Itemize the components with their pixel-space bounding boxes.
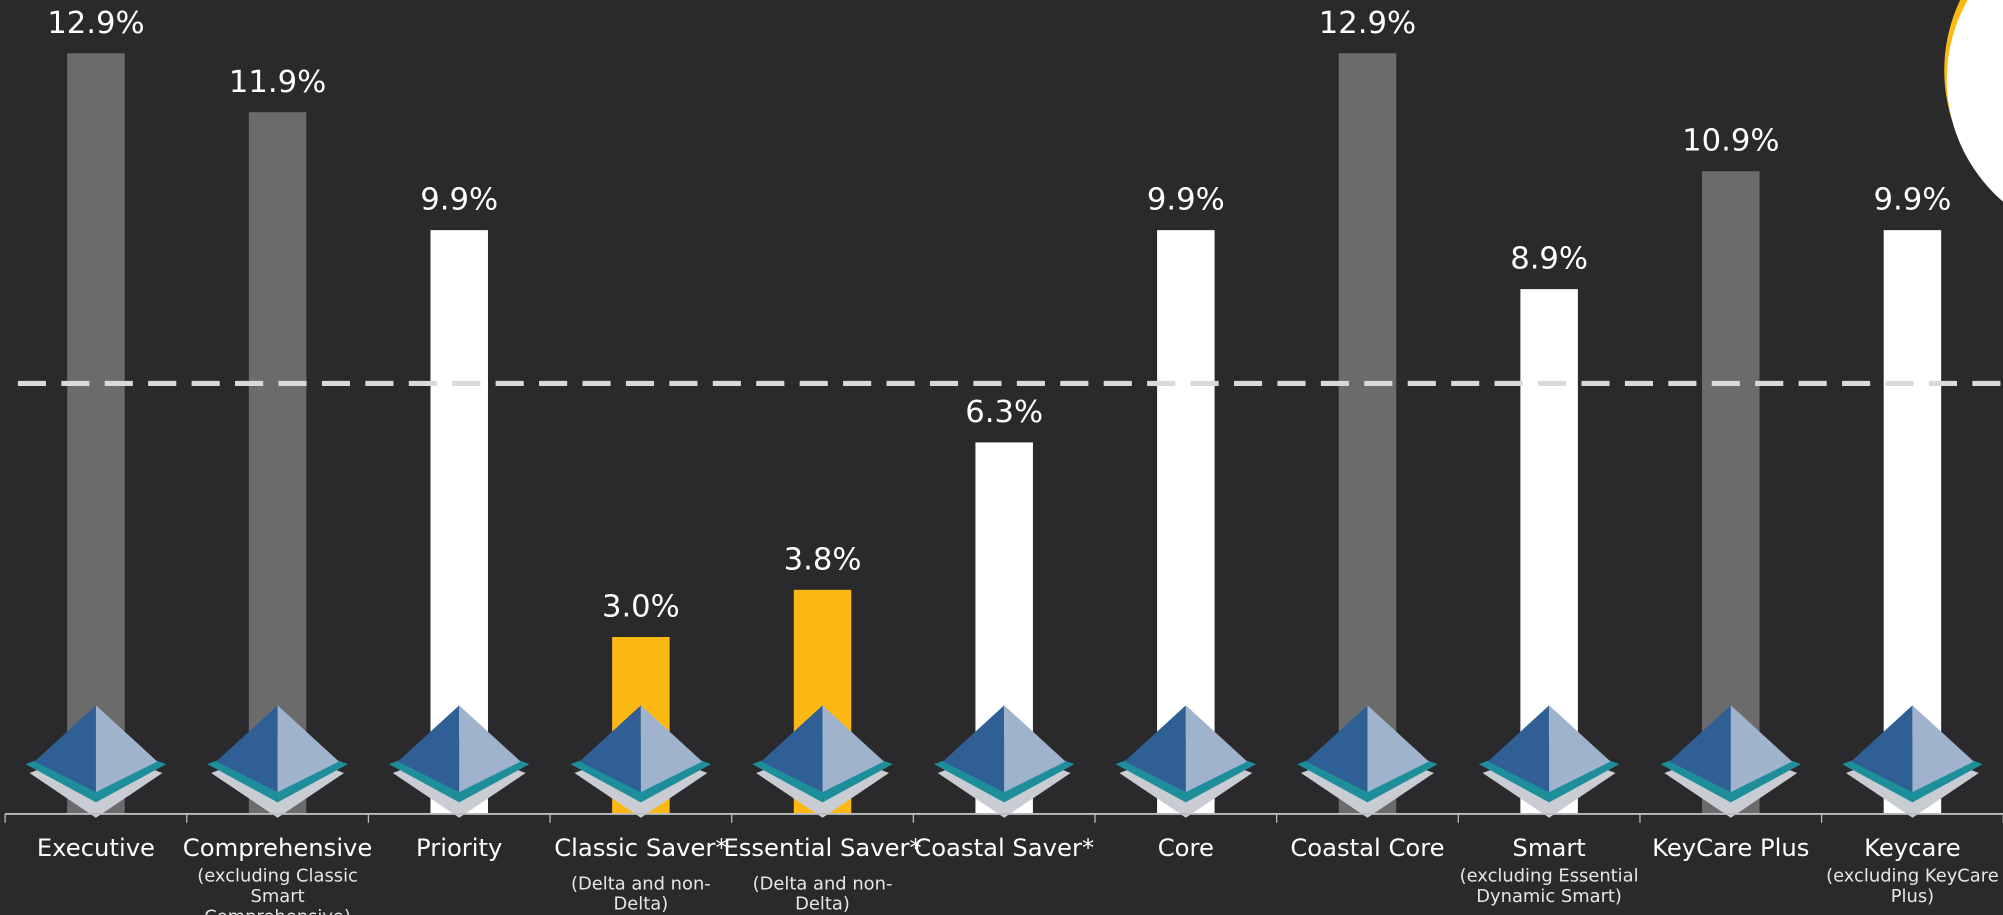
pyramid-right bbox=[95, 705, 158, 793]
category-note: (Delta and non-Delta) bbox=[570, 873, 711, 915]
pyramid-right bbox=[459, 705, 521, 793]
category-note: (excluding Essential Dynamic Smart) bbox=[1459, 866, 1639, 908]
pyramid-left bbox=[1306, 705, 1368, 793]
pyramid-icon bbox=[1660, 705, 1802, 818]
decor-circle bbox=[1944, 0, 2003, 202]
pyramid-right bbox=[1185, 705, 1248, 793]
pyramid-icon bbox=[933, 705, 1075, 818]
value-label: 10.9% bbox=[1682, 124, 1779, 159]
category-note-text: (excluding KeyCare Plus) bbox=[1826, 866, 1999, 908]
pyramid-left bbox=[942, 705, 1005, 793]
x-tick-label: Keycare bbox=[1864, 833, 1961, 862]
pyramid-left bbox=[1124, 705, 1186, 793]
pyramid-right bbox=[1730, 705, 1793, 793]
pyramid-icon bbox=[388, 705, 530, 818]
x-tick-label: Core bbox=[1158, 833, 1214, 862]
pyramid-left bbox=[1669, 705, 1731, 793]
category-note-text: (excluding Classic Smart Comprehensive) bbox=[197, 866, 358, 915]
bar bbox=[248, 112, 307, 814]
value-label: 3.0% bbox=[602, 590, 680, 625]
category-note-text: (Delta and non-Delta) bbox=[752, 873, 893, 915]
pyramid-icon bbox=[570, 705, 712, 818]
pyramid-icon bbox=[1297, 705, 1438, 818]
pyramid-left bbox=[761, 705, 823, 793]
x-tick-label: Classic Saver* bbox=[554, 833, 727, 862]
pyramid-icon bbox=[1115, 705, 1257, 818]
x-tick-label: Coastal Saver* bbox=[914, 833, 1094, 862]
pyramid-left bbox=[216, 705, 278, 793]
x-tick-label: Priority bbox=[416, 833, 502, 862]
x-tick-label: Comprehensive bbox=[183, 833, 373, 862]
category-note-text: (Delta and non-Delta) bbox=[570, 873, 711, 915]
x-tick-label: Executive bbox=[37, 833, 155, 862]
pyramid-icon bbox=[25, 705, 167, 818]
pyramid-icon bbox=[752, 705, 893, 818]
pyramid-left bbox=[34, 705, 96, 793]
pyramid-left bbox=[579, 705, 641, 793]
value-label: 12.9% bbox=[1319, 6, 1416, 41]
value-label: 8.9% bbox=[1510, 242, 1588, 277]
value-label: 9.9% bbox=[1147, 183, 1225, 218]
x-tick-label: Smart bbox=[1512, 833, 1585, 862]
pyramid-right bbox=[1912, 705, 1974, 793]
bar bbox=[67, 53, 125, 814]
category-note: (excluding KeyCare Plus) bbox=[1826, 866, 1999, 908]
pyramid-right bbox=[1004, 705, 1066, 793]
bar bbox=[1338, 53, 1397, 814]
value-label: 12.9% bbox=[47, 6, 144, 41]
x-tick-label: Essential Saver* bbox=[723, 833, 921, 862]
pyramid-right bbox=[277, 705, 339, 793]
pyramid-right bbox=[1367, 705, 1429, 793]
pyramid-left bbox=[1851, 705, 1913, 793]
pyramid-icon bbox=[1478, 705, 1620, 818]
pyramid-left bbox=[1487, 705, 1550, 793]
pyramid-left bbox=[397, 705, 460, 793]
pyramid-right bbox=[822, 705, 884, 793]
value-label: 3.8% bbox=[784, 542, 862, 577]
value-label: 6.3% bbox=[965, 395, 1043, 430]
pyramid-icon bbox=[1842, 705, 1983, 818]
value-label: 11.9% bbox=[229, 65, 326, 100]
category-note-text: (excluding Essential Dynamic Smart) bbox=[1459, 866, 1639, 908]
x-tick-label: KeyCare Plus bbox=[1652, 833, 1809, 862]
pyramid-right bbox=[640, 705, 703, 793]
category-note: (Delta and non-Delta) bbox=[752, 873, 893, 915]
value-label: 9.9% bbox=[420, 183, 498, 218]
category-note: (excluding Classic Smart Comprehensive) bbox=[197, 866, 358, 915]
value-label: 9.9% bbox=[1874, 183, 1952, 218]
pyramid-icon bbox=[207, 705, 348, 818]
x-tick-label: Coastal Core bbox=[1290, 833, 1444, 862]
pyramid-right bbox=[1549, 705, 1611, 793]
